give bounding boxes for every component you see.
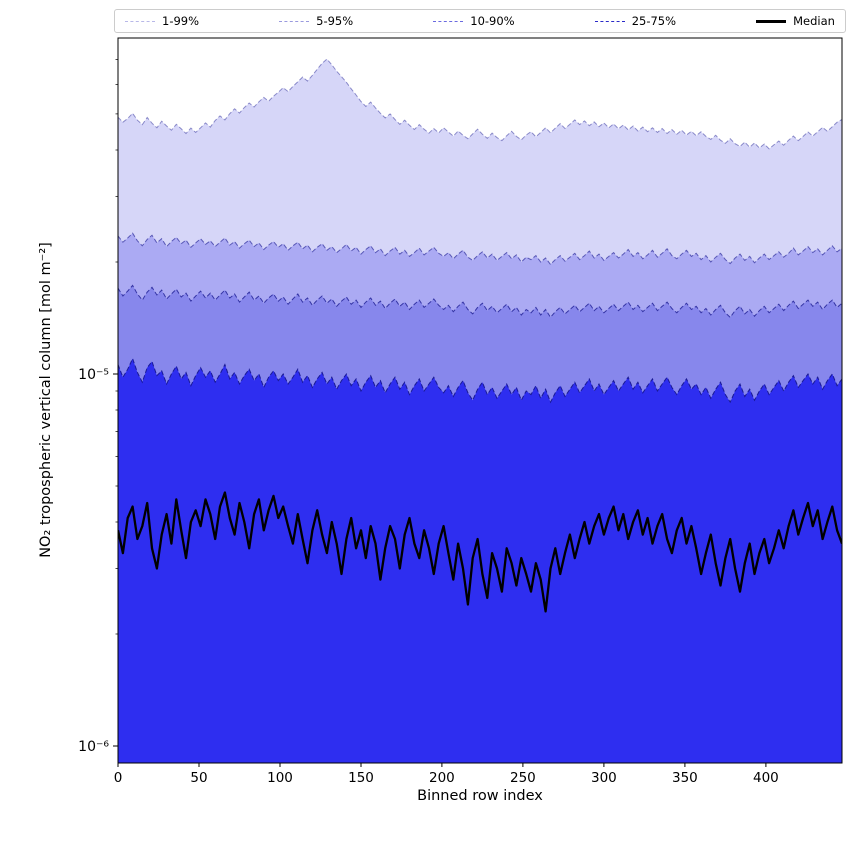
legend-item-5-95-: 5-95% — [279, 14, 353, 28]
x-tick-label: 300 — [591, 770, 617, 786]
x-axis-label: Binned row index — [417, 788, 543, 804]
x-tick-label: 200 — [429, 770, 455, 786]
band-edge-p75_upper — [118, 357, 842, 404]
y-tick-label: 10⁻⁶ — [78, 739, 109, 755]
x-tick-label: 350 — [672, 770, 698, 786]
band-line-swatch — [279, 20, 310, 22]
x-tick-label: 250 — [510, 770, 536, 786]
legend-label: 25-75% — [631, 14, 677, 28]
band-line-swatch — [433, 20, 464, 22]
median-line — [118, 491, 842, 613]
legend-item-25-75-: 25-75% — [594, 14, 677, 28]
x-tick-label: 400 — [753, 770, 779, 786]
legend-item-median: Median — [756, 14, 835, 28]
band-line-swatch — [125, 20, 155, 22]
legend-label: 1-99% — [162, 14, 200, 28]
legend-label: Median — [793, 14, 835, 28]
median-line-swatch — [756, 19, 787, 23]
x-tick-label: 50 — [190, 770, 207, 786]
band-edge-p95_upper — [118, 232, 842, 266]
y-axis-label: NO₂ tropospheric vertical column [mol m⁻… — [38, 242, 54, 558]
x-tick-label: 0 — [114, 770, 123, 786]
legend-item-1-99-: 1-99% — [125, 14, 199, 28]
legend-item-10-90-: 10-90% — [433, 14, 515, 28]
band-fills — [118, 58, 842, 763]
x-tick-label: 150 — [348, 770, 374, 786]
band-line-swatch — [594, 20, 625, 22]
legend-label: 10-90% — [470, 14, 515, 28]
y-tick-label: 10⁻⁵ — [78, 367, 109, 383]
band-edge-p90_upper — [118, 284, 842, 319]
band-edge-p99_upper — [118, 58, 842, 150]
legend-label: 5-95% — [316, 14, 354, 28]
axes-spines — [117, 37, 843, 764]
legend: 1-99% 5-95% 10-90% 25-75% Median — [114, 9, 846, 33]
x-tick-label: 100 — [267, 770, 293, 786]
